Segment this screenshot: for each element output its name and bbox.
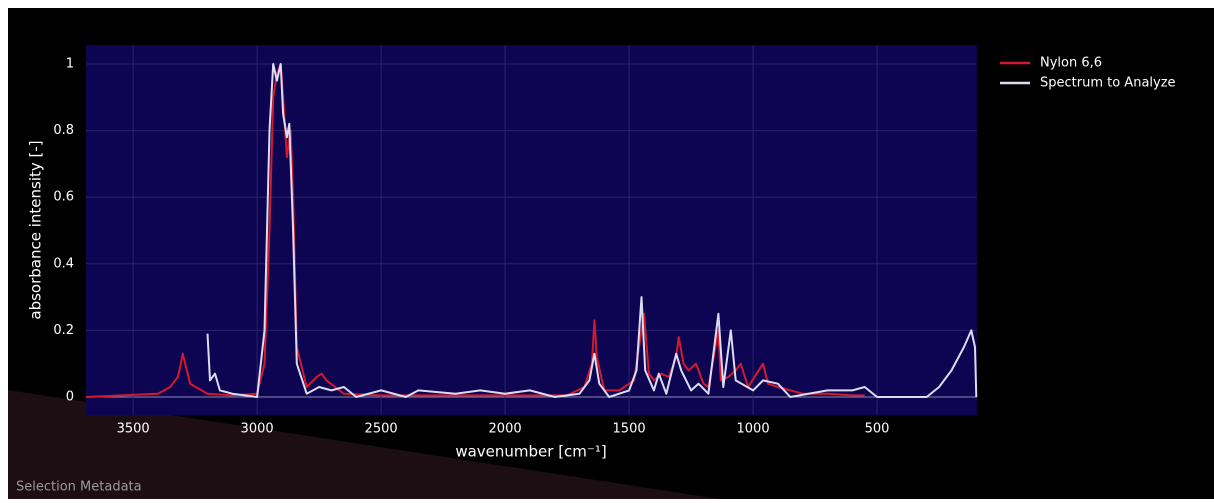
series-line [206, 63, 978, 398]
x-tick-label: 1500 [613, 422, 646, 437]
y-tick-label: 0.4 [53, 256, 74, 271]
plot-area [86, 45, 977, 415]
y-tick-label: 0.8 [53, 123, 74, 138]
x-tick-label: 2500 [365, 422, 398, 437]
y-axis-label: absorbance intensity [-] [27, 140, 45, 319]
x-axis-label: wavenumber [cm⁻¹] [455, 443, 606, 461]
y-tick-label: 1 [66, 56, 74, 71]
x-tick-label: 1000 [737, 422, 770, 437]
footer-label: Selection Metadata [16, 480, 142, 495]
x-tick-label: 2000 [489, 422, 522, 437]
x-tick-label: 3000 [241, 422, 274, 437]
decoration [8, 390, 720, 499]
legend-label: Nylon 6,6 [1040, 56, 1102, 71]
x-tick-label: 500 [865, 422, 890, 437]
y-tick-label: 0.6 [53, 190, 74, 205]
y-tick-label: 0.2 [53, 323, 74, 338]
legend-label: Spectrum to Analyze [1040, 76, 1176, 91]
x-tick-label: 3500 [117, 422, 150, 437]
y-tick-label: 0 [66, 390, 74, 405]
